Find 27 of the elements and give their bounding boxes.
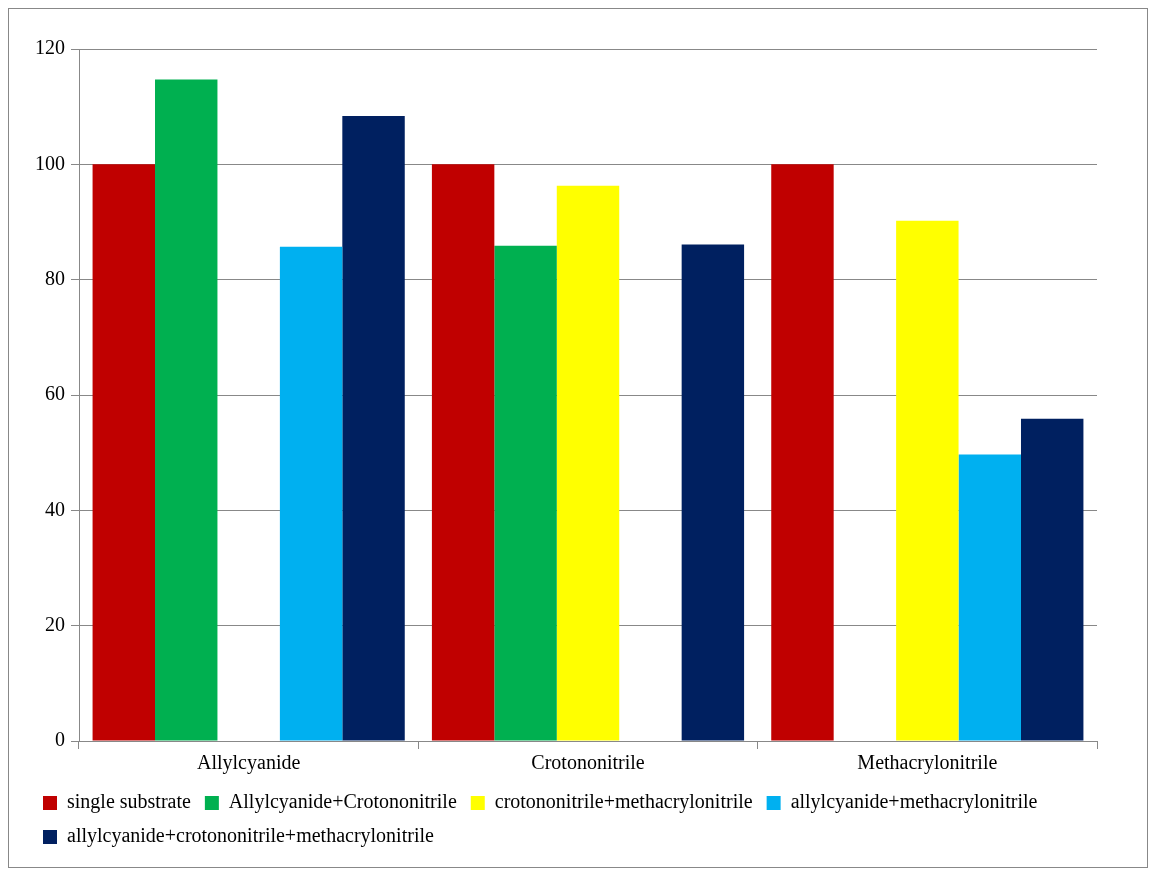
bar <box>556 185 620 741</box>
x-tick-label: Methacrylonitrile <box>857 751 998 775</box>
bar <box>1020 418 1084 741</box>
bar <box>431 164 495 741</box>
y-tick-label: 80 <box>45 266 65 289</box>
bar <box>342 115 405 741</box>
x-tick-label: Crotononitrile <box>531 751 645 774</box>
bar <box>279 246 343 741</box>
bar <box>681 244 745 741</box>
legend-label: Allylcyanide+Crotononitrile <box>228 790 457 814</box>
y-tick-label: 20 <box>45 612 65 635</box>
bar <box>896 220 959 741</box>
bar <box>958 454 1021 741</box>
bar <box>494 245 557 741</box>
bar <box>92 164 156 741</box>
legend-label: crotononitrile+methacrylonitrile <box>494 790 753 814</box>
y-tick-label: 0 <box>55 728 65 751</box>
y-tick-label: 100 <box>35 151 65 174</box>
bar <box>771 164 834 741</box>
bar <box>155 79 218 741</box>
y-tick-label: 60 <box>45 382 65 405</box>
legend-label: allylcyanide+crotononitrile+methacrylonitrile <box>67 824 434 848</box>
x-tick-label: Allylcyanide <box>197 751 301 775</box>
y-tick-label: 120 <box>35 36 65 59</box>
y-tick-label: 40 <box>45 497 65 520</box>
legend-label: allylcyanide+methacrylonitrile <box>790 790 1038 814</box>
legend-label: single substrate <box>67 790 191 814</box>
